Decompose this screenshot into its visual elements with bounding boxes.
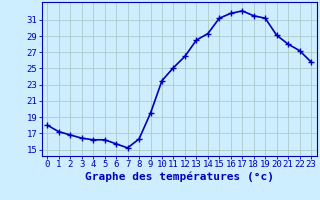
X-axis label: Graphe des températures (°c): Graphe des températures (°c) bbox=[85, 172, 274, 182]
